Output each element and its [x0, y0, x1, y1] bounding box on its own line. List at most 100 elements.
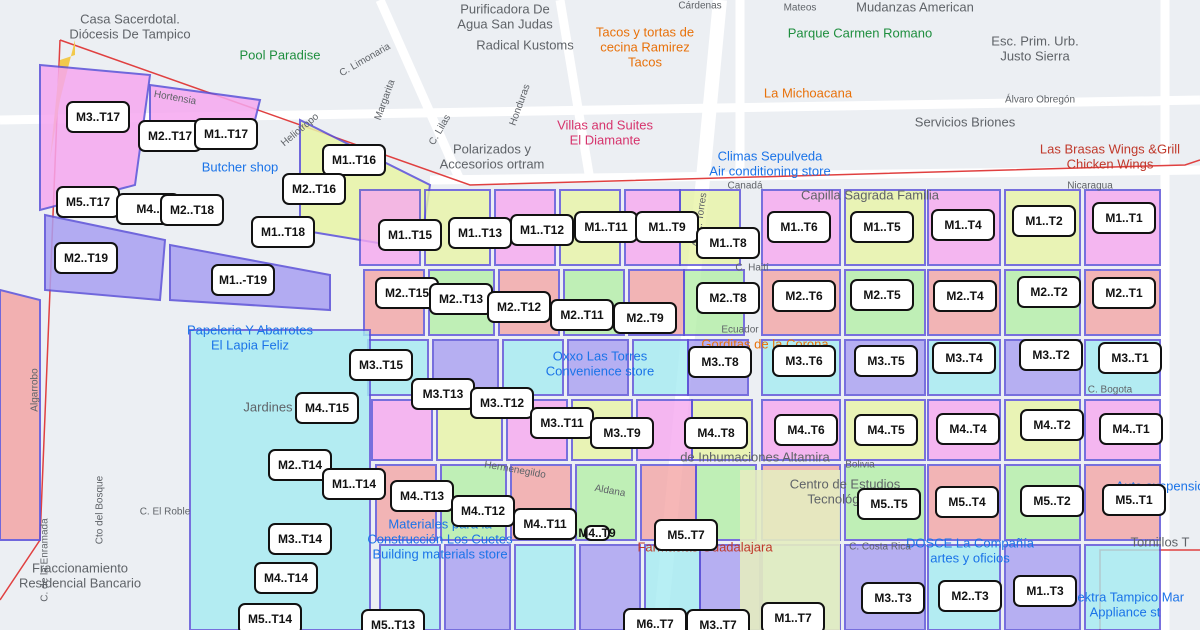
label-text: M3..T9 [603, 426, 641, 440]
block-label: M1..T3 [1013, 575, 1077, 607]
block-label: M1..T7 [761, 602, 825, 630]
place-name: Residencial Bancario [19, 575, 141, 590]
place-name: Radical Kustoms [476, 37, 574, 52]
block-label: M6..T7 [623, 608, 687, 630]
block-label: M2..T1 [1092, 277, 1156, 309]
place-name: Polarizados y [453, 141, 532, 156]
label-text: M2..T8 [709, 291, 747, 305]
block-label: M1..T2 [1012, 205, 1076, 237]
label-box [861, 582, 925, 614]
label-text: M3..T14 [278, 532, 322, 546]
place-name: Chicken Wings [1067, 156, 1154, 171]
label-box [378, 219, 442, 251]
block-label: M1..T13 [448, 217, 512, 249]
label-box [1012, 205, 1076, 237]
label-text: M1..T3 [1026, 584, 1064, 598]
label-text: M1..T4 [944, 218, 982, 232]
block-label: M3..T6 [772, 345, 836, 377]
label-text: M2..T15 [385, 286, 429, 300]
block-label: M4..T11 [513, 508, 577, 540]
block-label: M2..T5 [850, 279, 914, 311]
place-name: Esc. Prim. Urb. [991, 33, 1078, 48]
block-label: M2..T3 [938, 580, 1002, 612]
block-label: M2..T15 [375, 277, 439, 309]
label-box [936, 413, 1000, 445]
boundary [59, 39, 1200, 186]
label-text: M2..T18 [170, 203, 214, 217]
label-text: M2..T6 [785, 289, 823, 303]
street-name: Álvaro Obregón [1005, 93, 1075, 106]
label-text: M1..T1 [1105, 211, 1143, 225]
place-name: Servicios Briones [915, 114, 1016, 129]
block-label: M3..T9 [590, 417, 654, 449]
block-label: M5..T2 [1020, 485, 1084, 517]
block-label: M5..T17 [56, 186, 120, 218]
block-label: M1..T6 [767, 211, 831, 243]
street-name: Aldana [594, 483, 627, 499]
block-label: M3..T11 [530, 407, 594, 439]
label-box [66, 101, 130, 133]
place-name: Construcción Los Cuetes [367, 531, 513, 546]
label-box [54, 242, 118, 274]
label-text: M5..T17 [66, 195, 110, 209]
block-label: M1..T4 [931, 209, 995, 241]
label-text: M2..T12 [497, 300, 541, 314]
label-box [1092, 277, 1156, 309]
label-text: M1..T18 [261, 225, 305, 239]
place-name: Justo Sierra [1000, 48, 1070, 63]
place-name: Agua San Judas [457, 16, 553, 31]
block-label: M4..T9 [578, 525, 616, 541]
label-box [238, 603, 302, 630]
block-label: M3..T1 [1098, 342, 1162, 374]
street-name: Nicaragua [1067, 181, 1113, 192]
city-block [502, 339, 564, 396]
street-name: C. Costa Rica [849, 542, 911, 553]
label-text: M1..T8 [709, 236, 747, 250]
label-text: M1..T13 [458, 226, 502, 240]
label-text: M3..T6 [785, 354, 823, 368]
place-name: Capilla Sagrada Familia [801, 187, 940, 202]
label-box [211, 264, 275, 296]
label-text: M2..T11 [560, 308, 604, 322]
block-label: M1..T8 [696, 227, 760, 259]
label-box [613, 302, 677, 334]
label-text: M3..T12 [480, 396, 524, 410]
block-labels: M3..T17 M2..T17 M1..T17 M1..T16 M2..T16 M5..T… [54, 101, 1166, 630]
block-label: M4..T12 [451, 495, 515, 527]
label-box [772, 345, 836, 377]
block-label: M3..T3 [861, 582, 925, 614]
city-block [514, 544, 576, 630]
label-text: M5..T1 [1115, 493, 1153, 507]
block-label: M5..T13 [361, 609, 425, 630]
label-box [361, 609, 425, 630]
label-box [390, 480, 454, 512]
label-box [854, 345, 918, 377]
street-name: Mateos [784, 3, 817, 14]
place-name: Accesorios ortram [440, 156, 545, 171]
place-name: Purificadora De [460, 1, 550, 16]
block-label: M3..T14 [268, 523, 332, 555]
label-text: M1..T17 [204, 127, 248, 141]
label-box [696, 227, 760, 259]
block-label: M2..T18 [160, 194, 224, 226]
label-text: M4..T12 [461, 504, 505, 518]
label-text: M4..T6 [787, 423, 825, 437]
label-box [684, 417, 748, 449]
block-label: M1..T16 [322, 144, 386, 176]
label-box [584, 525, 610, 541]
block-label: M2..T19 [54, 242, 118, 274]
label-text: M3..T3 [874, 591, 912, 605]
place-name: El Lapia Feliz [211, 337, 289, 352]
street-name: Ecuador [721, 325, 759, 336]
label-box [1020, 485, 1084, 517]
block-label: M4..T15 [295, 392, 359, 424]
block-label: M1..T15 [378, 219, 442, 251]
label-text: M2..T13 [439, 292, 483, 306]
block-label: M3..T2 [1019, 339, 1083, 371]
label-box [1017, 276, 1081, 308]
label-text: M2..T14 [278, 458, 322, 472]
label-text: M4..T9 [578, 526, 616, 540]
label-box [268, 523, 332, 555]
label-box [938, 580, 1002, 612]
